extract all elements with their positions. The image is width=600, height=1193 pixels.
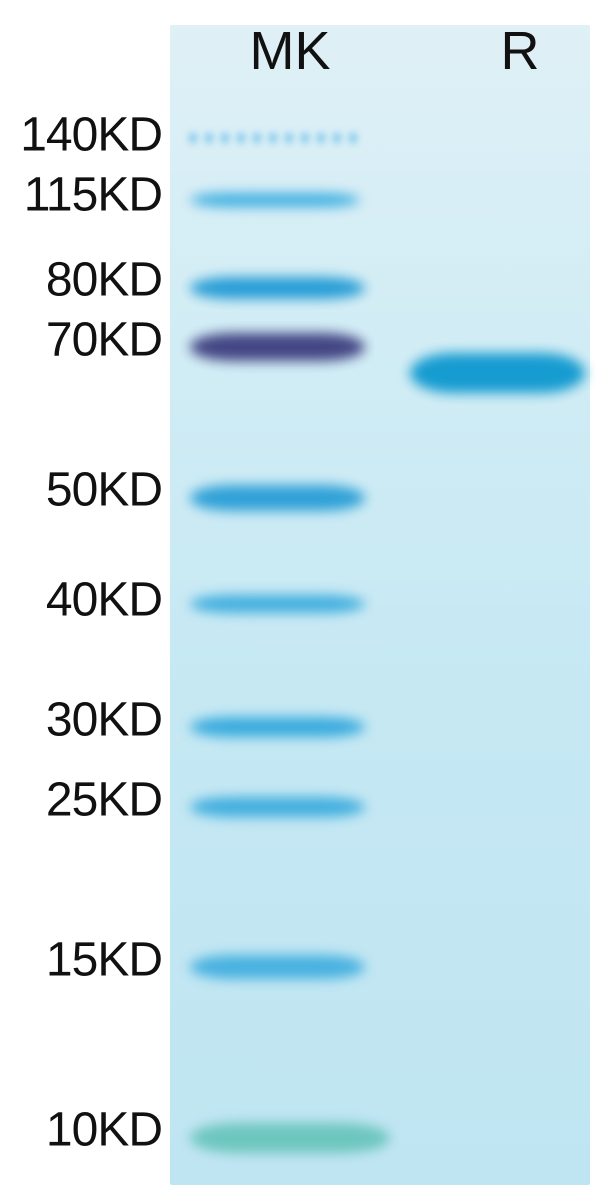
mk-band xyxy=(334,133,340,143)
mk-band xyxy=(302,133,308,143)
mk-band xyxy=(190,797,365,817)
mk-band xyxy=(238,133,244,143)
marker-label: 10KD xyxy=(2,1103,162,1158)
mk-band xyxy=(190,333,365,361)
mk-band xyxy=(254,133,260,143)
r-band xyxy=(410,353,585,393)
marker-label: 50KD xyxy=(2,463,162,518)
mk-band xyxy=(206,133,212,143)
mk-band xyxy=(350,133,356,143)
marker-label: 70KD xyxy=(2,313,162,368)
marker-label: 80KD xyxy=(2,253,162,308)
marker-label: 115KD xyxy=(2,168,162,223)
mk-band xyxy=(190,955,365,979)
gel-container: MK R xyxy=(170,25,590,1185)
mk-band xyxy=(190,193,360,207)
marker-label: 15KD xyxy=(2,933,162,988)
mk-band xyxy=(190,277,365,299)
marker-label: 30KD xyxy=(2,693,162,748)
mk-band xyxy=(190,485,365,511)
mk-band xyxy=(318,133,324,143)
mk-band xyxy=(270,133,276,143)
mk-band xyxy=(190,595,365,613)
mk-band xyxy=(190,717,365,737)
mk-band xyxy=(222,133,228,143)
mk-band xyxy=(286,133,292,143)
marker-label: 140KD xyxy=(2,108,162,163)
marker-label: 25KD xyxy=(2,773,162,828)
mk-band xyxy=(190,133,196,143)
marker-label: 40KD xyxy=(2,573,162,628)
lane-header-r: R xyxy=(460,20,580,82)
lane-header-mk: MK xyxy=(230,20,350,82)
mk-band xyxy=(190,1123,390,1153)
